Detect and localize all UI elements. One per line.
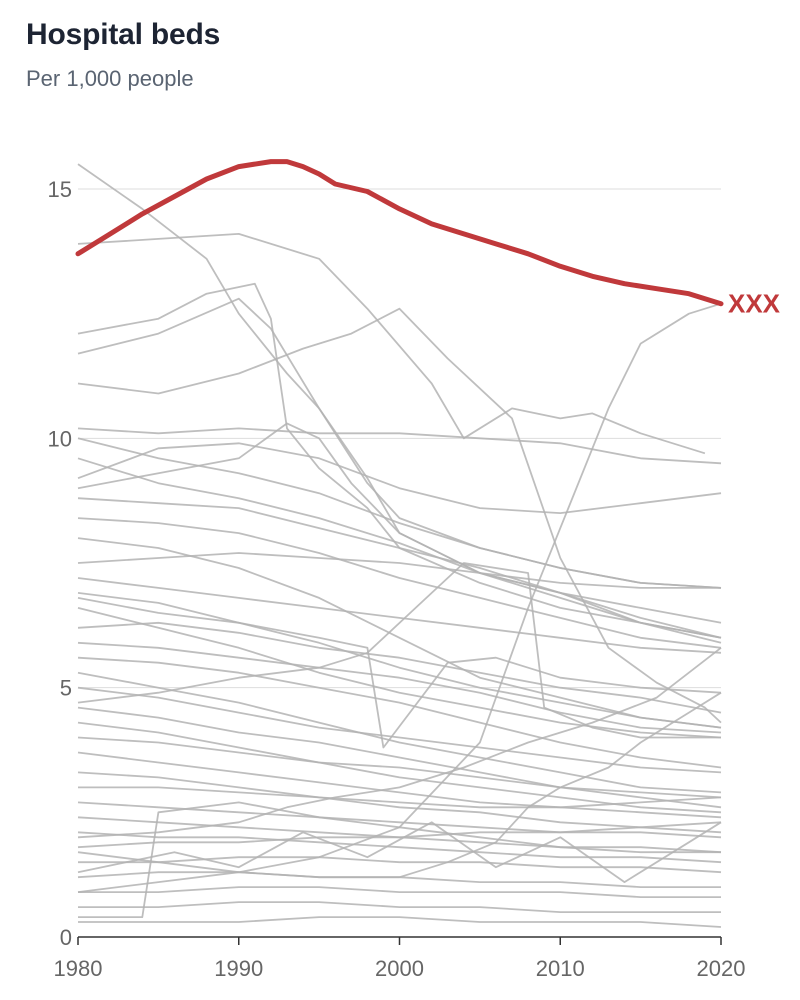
background-series-line (77, 736, 722, 799)
background-series-line (77, 607, 722, 739)
background-series-line (78, 801, 721, 918)
y-tick-label: 5 (60, 676, 72, 701)
chart-subtitle: Per 1,000 people (26, 66, 194, 91)
background-series-line (78, 901, 721, 913)
background-series-line (77, 537, 722, 729)
background-series-line (77, 427, 722, 465)
background-series-group (77, 163, 722, 928)
highlight-series-label: XXX (728, 289, 781, 319)
background-series-line (77, 656, 722, 769)
background-series-line (77, 647, 722, 839)
highlight-series-group (75, 159, 724, 307)
background-series-line (78, 786, 722, 809)
background-series-line (77, 691, 722, 879)
x-tick-label: 2010 (536, 956, 585, 981)
background-series-line (77, 307, 722, 724)
x-tick-label: 1980 (54, 956, 103, 981)
background-series-line (77, 497, 722, 639)
background-series-line (77, 831, 722, 864)
background-series-line (77, 751, 722, 819)
background-series-line (78, 916, 722, 928)
background-series-line (77, 282, 722, 639)
background-series-line (77, 621, 722, 714)
x-tick-label: 2020 (697, 956, 746, 981)
background-series-line (77, 233, 706, 455)
background-series-line (77, 771, 722, 834)
highlight-series-line (75, 159, 724, 307)
background-series-line (77, 552, 721, 589)
background-series-line (77, 442, 722, 514)
background-series-line (77, 671, 722, 794)
background-series-line (77, 297, 722, 589)
background-series-line (77, 592, 722, 729)
y-tick-label: 10 (48, 426, 72, 451)
background-series-line (77, 163, 722, 639)
x-tick-label: 1990 (214, 956, 263, 981)
tick-labels: 0 5 10 15 1980 1990 2000 2010 2020 XXX (48, 177, 781, 981)
background-series-line (77, 706, 722, 809)
background-series-line (77, 562, 721, 739)
x-tick-label: 2000 (375, 956, 424, 981)
y-tick-label: 0 (60, 925, 72, 950)
chart-title: Hospital beds (26, 18, 221, 51)
background-series-line (77, 422, 722, 624)
axes (77, 936, 722, 945)
background-series-line (78, 886, 721, 898)
background-series-line (77, 577, 722, 654)
background-series-line (78, 856, 722, 874)
y-tick-label: 15 (48, 177, 72, 202)
background-series-line (77, 821, 722, 849)
background-series-line (77, 821, 722, 883)
background-series-line (77, 597, 722, 749)
background-series-line (77, 641, 722, 734)
background-series-line (77, 517, 722, 649)
background-series-line (77, 302, 722, 893)
background-series-line (77, 437, 722, 589)
background-series-line (77, 457, 722, 644)
